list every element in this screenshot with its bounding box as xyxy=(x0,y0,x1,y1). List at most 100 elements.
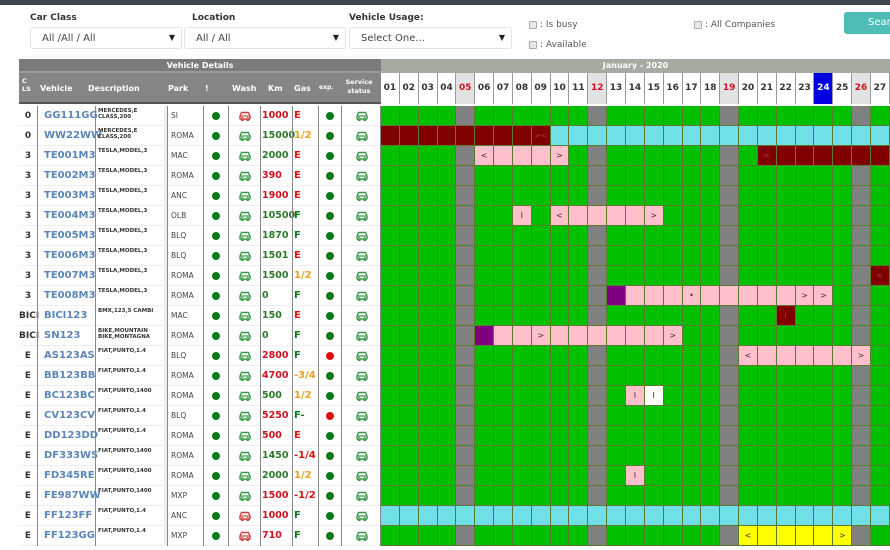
vehicle-plate-link[interactable]: BC123BC xyxy=(37,386,96,406)
day-cell[interactable] xyxy=(870,346,890,366)
service-status-cell[interactable] xyxy=(341,266,381,286)
day-cell[interactable] xyxy=(569,386,589,406)
day-cell[interactable] xyxy=(512,306,532,326)
day-cell[interactable] xyxy=(870,286,890,306)
day-cell[interactable] xyxy=(569,106,589,126)
day-cell[interactable] xyxy=(625,106,645,126)
day-cell[interactable]: I xyxy=(625,386,645,406)
day-cell[interactable] xyxy=(852,506,871,526)
day-cell[interactable] xyxy=(494,206,513,226)
car-icon[interactable] xyxy=(355,411,369,424)
day-cell[interactable] xyxy=(870,366,890,386)
service-status-cell[interactable] xyxy=(341,226,381,246)
day-cell[interactable] xyxy=(418,366,438,386)
car-icon[interactable] xyxy=(355,251,369,264)
wash-cell[interactable] xyxy=(228,426,260,446)
day-cell[interactable] xyxy=(795,106,815,126)
car-icon[interactable] xyxy=(238,431,252,444)
day-cell[interactable] xyxy=(720,286,740,306)
day-cell[interactable] xyxy=(852,466,871,486)
day-cell[interactable] xyxy=(531,486,551,506)
day-cell[interactable] xyxy=(814,226,834,246)
day-cell[interactable] xyxy=(814,246,834,266)
day-cell[interactable] xyxy=(833,486,853,506)
day-cell[interactable] xyxy=(512,446,532,466)
day-cell[interactable] xyxy=(795,406,815,426)
day-cell[interactable] xyxy=(588,466,608,486)
day-cell[interactable] xyxy=(776,366,796,386)
service-status-cell[interactable] xyxy=(341,486,381,506)
car-icon[interactable] xyxy=(355,531,369,544)
day-cell[interactable] xyxy=(870,206,890,226)
day-cell[interactable] xyxy=(475,406,495,426)
day-header-21[interactable]: 21 xyxy=(757,73,777,104)
day-cell[interactable]: >< xyxy=(531,126,551,146)
day-cell[interactable] xyxy=(757,526,777,546)
day-cell[interactable]: > xyxy=(531,326,551,346)
day-cell[interactable] xyxy=(776,146,796,166)
day-cell[interactable] xyxy=(720,326,740,346)
day-cell[interactable] xyxy=(625,286,645,306)
day-cell[interactable] xyxy=(720,406,740,426)
day-cell[interactable] xyxy=(437,466,457,486)
day-cell[interactable] xyxy=(512,186,532,206)
day-cell[interactable] xyxy=(418,186,438,206)
vehicle-plate-link[interactable]: TE005M3 xyxy=(37,226,96,246)
day-cell[interactable] xyxy=(701,306,721,326)
day-cell[interactable] xyxy=(701,206,721,226)
day-cell[interactable] xyxy=(625,526,645,546)
day-cell[interactable] xyxy=(437,146,457,166)
day-cell[interactable] xyxy=(531,466,551,486)
day-header-13[interactable]: 13 xyxy=(607,73,626,104)
day-cell[interactable] xyxy=(607,106,626,126)
car-icon[interactable] xyxy=(238,491,252,504)
day-cell[interactable] xyxy=(682,526,702,546)
day-cell[interactable] xyxy=(644,166,664,186)
day-cell[interactable] xyxy=(644,346,664,366)
day-cell[interactable] xyxy=(833,306,853,326)
car-icon[interactable] xyxy=(238,451,252,464)
vehicle-plate-link[interactable]: DF333WS xyxy=(37,446,98,466)
car-icon[interactable] xyxy=(238,411,252,424)
day-header-22[interactable]: 22 xyxy=(776,73,796,104)
wash-cell[interactable] xyxy=(228,346,260,366)
day-cell[interactable] xyxy=(531,286,551,306)
day-cell[interactable] xyxy=(399,166,419,186)
day-cell[interactable] xyxy=(588,486,608,506)
day-cell[interactable] xyxy=(494,186,513,206)
day-cell[interactable] xyxy=(588,426,608,446)
day-cell[interactable] xyxy=(437,266,457,286)
car-icon[interactable] xyxy=(238,171,252,184)
day-cell[interactable] xyxy=(776,346,796,366)
day-cell[interactable] xyxy=(757,466,777,486)
day-cell[interactable] xyxy=(569,186,589,206)
day-cell[interactable] xyxy=(757,326,777,346)
day-cell[interactable] xyxy=(682,166,702,186)
day-cell[interactable] xyxy=(720,106,740,126)
day-cell[interactable] xyxy=(550,306,570,326)
day-cell[interactable] xyxy=(644,286,664,306)
day-cell[interactable] xyxy=(418,146,438,166)
service-status-cell[interactable] xyxy=(341,406,381,426)
day-cell[interactable] xyxy=(456,506,476,526)
day-cell[interactable] xyxy=(494,106,513,126)
day-cell[interactable] xyxy=(663,166,683,186)
day-cell[interactable] xyxy=(644,126,664,146)
car-icon[interactable] xyxy=(238,371,252,384)
service-status-cell[interactable] xyxy=(341,206,381,226)
day-cell[interactable] xyxy=(833,106,853,126)
day-cell[interactable] xyxy=(437,346,457,366)
day-cell[interactable] xyxy=(795,486,815,506)
day-cell[interactable] xyxy=(795,426,815,446)
day-cell[interactable] xyxy=(607,206,626,226)
day-cell[interactable] xyxy=(814,406,834,426)
day-cell[interactable] xyxy=(625,486,645,506)
car-icon[interactable] xyxy=(355,171,369,184)
car-icon[interactable] xyxy=(238,471,252,484)
day-cell[interactable] xyxy=(720,266,740,286)
day-cell[interactable] xyxy=(531,246,551,266)
day-cell[interactable] xyxy=(795,466,815,486)
wash-cell[interactable] xyxy=(228,466,260,486)
service-status-cell[interactable] xyxy=(341,106,381,126)
day-cell[interactable] xyxy=(625,166,645,186)
